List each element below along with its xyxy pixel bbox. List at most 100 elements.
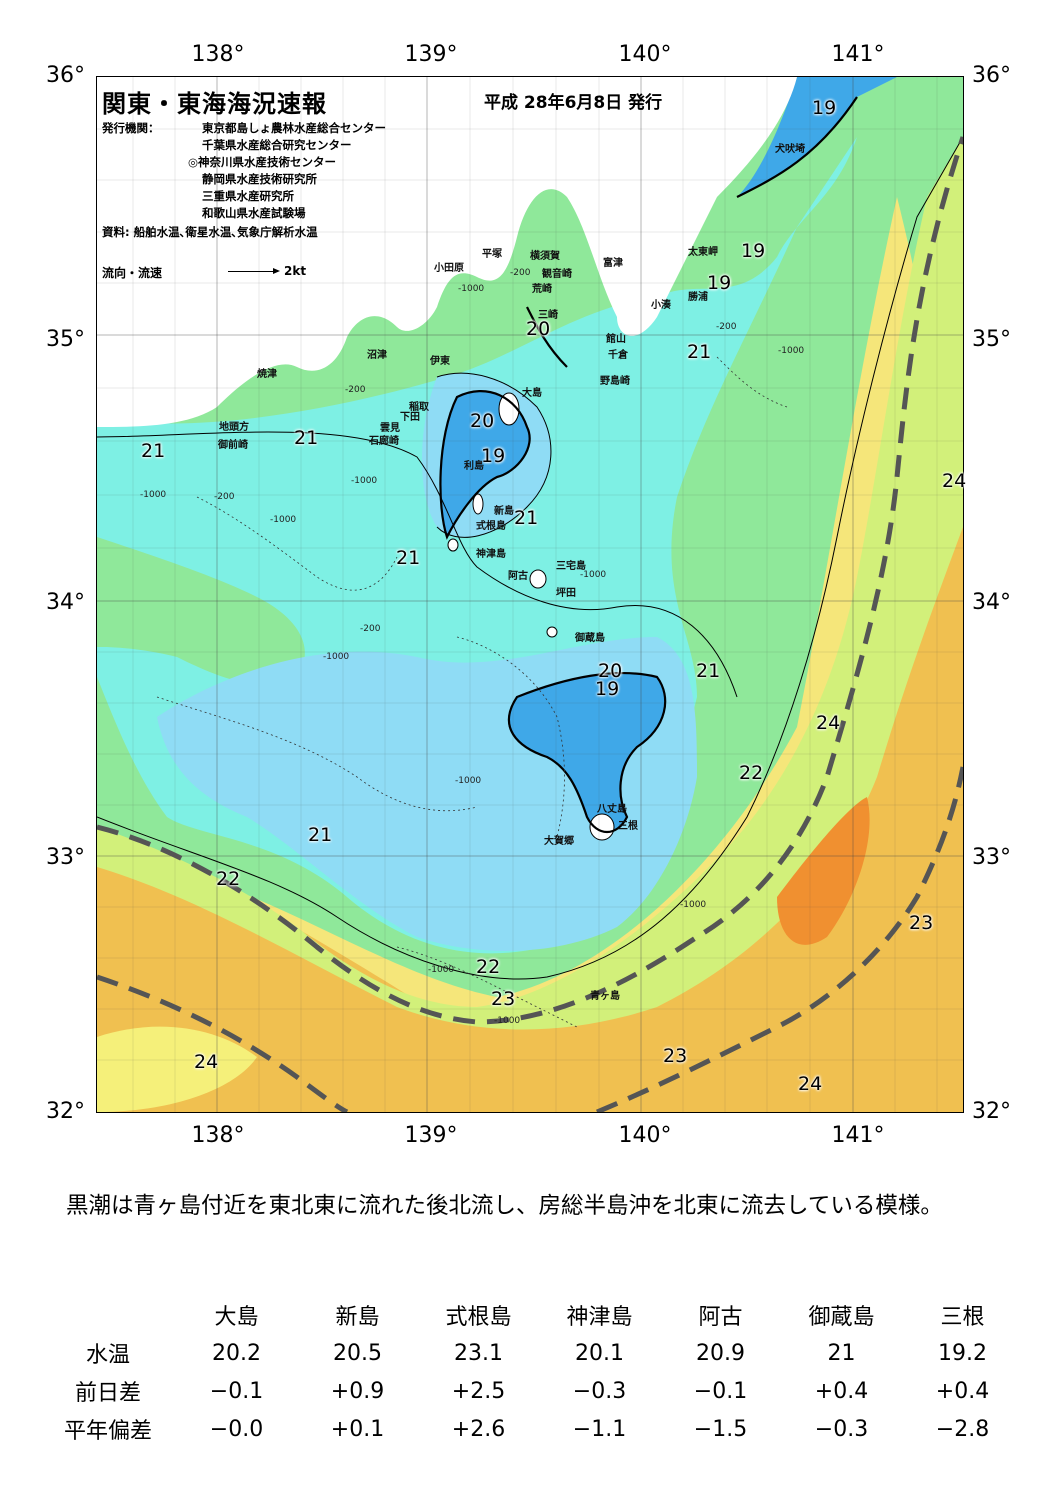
table-cell: −0.0 xyxy=(209,1416,264,1442)
table-row-label: 水温 xyxy=(85,1343,130,1368)
isotherm-label: 22 xyxy=(739,762,764,784)
isotherm-label: 19 xyxy=(595,678,620,700)
isotherm-label: 21 xyxy=(308,824,333,846)
lat-label-left: 32° xyxy=(46,1099,85,1124)
place-label: 阿古 xyxy=(508,571,528,582)
table-cell: 20.2 xyxy=(212,1340,261,1366)
isotherm-label: 23 xyxy=(909,912,934,934)
summary-text: 黒潮は青ヶ島付近を東北東に流れた後北流し、房総半島沖を北東に流去している模様。 xyxy=(66,1193,943,1219)
grid-fine xyxy=(97,77,963,1112)
island-kozushima xyxy=(447,538,459,552)
sst-map-svg xyxy=(97,77,963,1112)
table-column-header: 神津島 xyxy=(566,1305,633,1330)
publisher-org: 千葉県水産総合研究センター xyxy=(202,138,352,152)
place-label: 小湊 xyxy=(651,300,671,311)
issue-date: 平成 28年6月8日 発行 xyxy=(484,93,663,113)
isotherm-label: 21 xyxy=(396,547,421,569)
place-label: 三根 xyxy=(618,821,638,832)
publisher-org: 和歌山県水産試験場 xyxy=(202,206,306,220)
isotherm-label: 22 xyxy=(216,868,241,890)
table-column-header: 阿古 xyxy=(698,1305,743,1330)
map-title: 関東・東海海況速報 xyxy=(102,90,327,118)
table-cell: 19.2 xyxy=(938,1340,987,1366)
publishers-label: 発行機関： xyxy=(102,121,160,135)
zone-deepblue-north xyxy=(440,391,530,537)
table-cell: +2.5 xyxy=(451,1378,506,1404)
place-label: 野島崎 xyxy=(600,376,630,387)
lat-label-left: 34° xyxy=(46,590,85,615)
place-label: 神津島 xyxy=(476,549,506,560)
lon-label-top: 139° xyxy=(404,42,458,67)
island-miyake xyxy=(529,569,547,589)
table-cell: −0.1 xyxy=(209,1378,264,1404)
isotherm-label: 20 xyxy=(526,318,551,340)
island-mikura xyxy=(546,626,558,638)
place-label: 地頭方 xyxy=(219,422,249,433)
place-label: 三宅島 xyxy=(556,561,586,572)
data-sources: 資料: 船舶水温､衛星水温､気象庁解析水温 xyxy=(102,225,318,239)
isotherm-label: 19 xyxy=(707,272,732,294)
table-cell: 21 xyxy=(827,1340,856,1366)
depth-label: -200 xyxy=(345,385,366,395)
publisher-org: 三重県水産研究所 xyxy=(202,189,294,203)
place-label: 新島 xyxy=(494,506,514,517)
isotherm-label: 22 xyxy=(476,956,501,978)
table-cell: +0.1 xyxy=(330,1416,385,1442)
depth-label: -1000 xyxy=(680,900,707,910)
isotherm-label: 24 xyxy=(194,1051,219,1073)
place-label: 利島 xyxy=(464,461,484,472)
lat-label-left: 35° xyxy=(46,327,85,352)
lon-label-bottom: 140° xyxy=(618,1123,672,1148)
isotherm-label: 19 xyxy=(741,240,766,262)
publisher-org: ◎神奈川県水産技術センター xyxy=(188,155,337,169)
place-label: 沼津 xyxy=(367,350,387,361)
table-cell: −2.8 xyxy=(935,1416,990,1442)
table-cell: 20.9 xyxy=(696,1340,745,1366)
place-label: 荒崎 xyxy=(532,284,552,295)
table-row-label: 前日差 xyxy=(74,1381,141,1406)
place-label: 雲見 xyxy=(380,423,400,434)
table-column-header: 御蔵島 xyxy=(808,1305,875,1330)
table-cell: +0.9 xyxy=(330,1378,385,1404)
place-label: 太東岬 xyxy=(688,247,718,258)
table-cell: −1.1 xyxy=(572,1416,627,1442)
place-label: 大島 xyxy=(522,388,542,399)
lon-label-top: 138° xyxy=(191,42,245,67)
table-cell: 20.5 xyxy=(333,1340,382,1366)
depth-label: -1000 xyxy=(580,570,607,580)
flow-legend-unit: 2kt xyxy=(284,264,307,278)
land-kanto xyxy=(97,77,797,427)
isotherm-label: 19 xyxy=(812,97,837,119)
depth-label: -1000 xyxy=(140,490,167,500)
title-block: 関東・東海海況速報 xyxy=(102,84,442,119)
flow-legend-label: 流向・流速 xyxy=(102,266,163,280)
island-oshima xyxy=(498,392,520,426)
depth-label: -1000 xyxy=(455,776,482,786)
table-row: 平年偏差 −0.0 +0.1 +2.6 −1.1 −1.5 −0.3 −2.8 xyxy=(40,1410,1023,1448)
zone-green-west xyxy=(97,537,305,686)
sst-map xyxy=(96,76,964,1113)
publisher-org: 東京都島しょ農林水産総合センター xyxy=(202,121,386,135)
depth-label: -200 xyxy=(214,492,235,502)
table-row: 前日差 −0.1 +0.9 +2.5 −0.3 −0.1 +0.4 +0.4 xyxy=(40,1372,1023,1410)
zone-darkorange xyxy=(777,797,870,945)
table-row: 水温 20.2 20.5 23.1 20.1 20.9 21 19.2 xyxy=(40,1334,1023,1372)
place-label: 石廊崎 xyxy=(369,436,399,447)
depth-label: -1000 xyxy=(494,1016,521,1026)
isotherm-label: 21 xyxy=(687,341,712,363)
flow-arrow-icon xyxy=(228,268,280,274)
depth-label: -1000 xyxy=(428,965,455,975)
depth-label: -200 xyxy=(716,322,737,332)
table-column-header: 式根島 xyxy=(445,1305,512,1330)
table-cell: −1.5 xyxy=(693,1416,748,1442)
grid xyxy=(97,77,963,1112)
place-label: 御蔵島 xyxy=(575,633,605,644)
place-label: 御前崎 xyxy=(218,440,248,451)
depth-contours xyxy=(156,356,788,1028)
thick-isotherms xyxy=(439,96,858,833)
place-label: 大賀郷 xyxy=(544,836,574,847)
depth-label: -1000 xyxy=(351,476,378,486)
table-column-header: 三根 xyxy=(940,1305,985,1330)
island-niijima xyxy=(472,493,484,515)
publisher-org: 静岡県水産技術研究所 xyxy=(202,172,317,186)
